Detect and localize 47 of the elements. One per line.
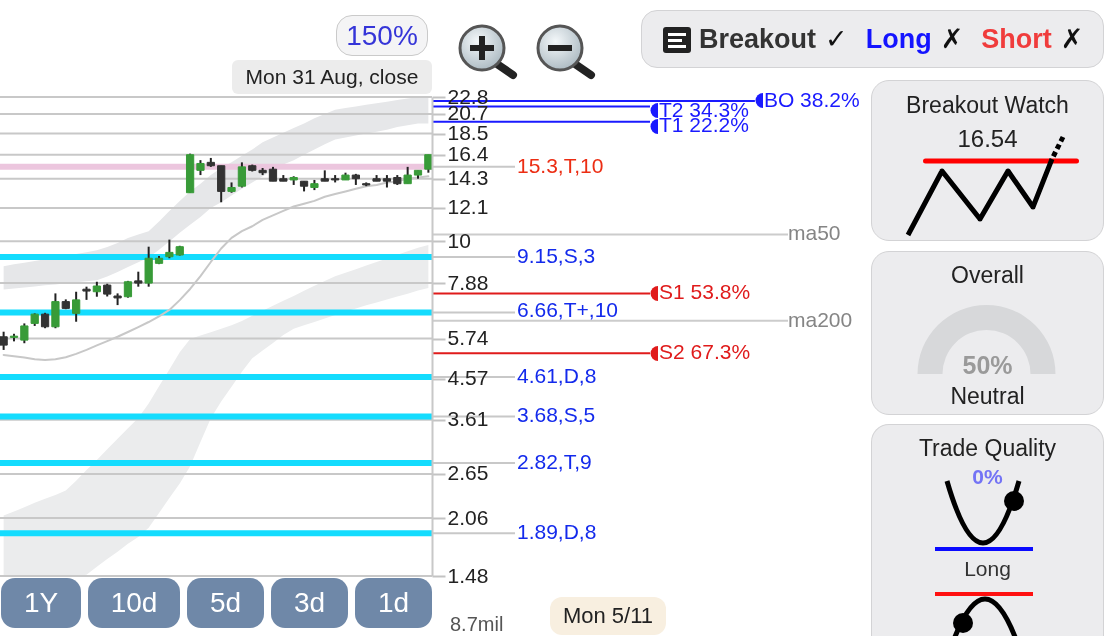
y-tick-label: 5.74 xyxy=(447,326,489,350)
text: Breakout xyxy=(699,23,817,55)
text: 0% xyxy=(972,464,1003,490)
period-button: 10d xyxy=(88,578,180,628)
text: Long xyxy=(865,23,932,55)
text: Long xyxy=(964,556,1011,582)
y-tick-label: 18.5 xyxy=(447,121,489,145)
ref-line-label: 6.66,T+,10 xyxy=(517,297,618,321)
y-tick-label: 3.61 xyxy=(447,407,489,431)
y-tick-label: 2.06 xyxy=(447,505,489,529)
ref-line-label: 3.68,S,5 xyxy=(517,403,596,427)
y-tick-label: 4.57 xyxy=(447,366,489,390)
text: ✗ xyxy=(940,23,964,55)
ref-line-label: 9.15,S,3 xyxy=(517,243,596,267)
text: Neutral xyxy=(950,383,1025,411)
text: Overall xyxy=(951,262,1024,290)
y-tick-label: 2.65 xyxy=(447,461,489,485)
y-tick-label: 14.3 xyxy=(447,166,489,190)
text: Mon 5/11 xyxy=(550,597,666,635)
y-tick-label: 7.88 xyxy=(447,270,489,294)
text: Short xyxy=(981,23,1052,55)
ref-line-label: ma50 xyxy=(788,221,841,245)
period-button: 3d xyxy=(271,578,348,628)
period-button: 1d xyxy=(355,578,432,628)
text: Mon 31 Aug, close xyxy=(232,60,432,94)
ref-line-label: 15.3,T,10 xyxy=(517,153,604,177)
text: 50% xyxy=(962,350,1013,380)
ref-line-label: 2.82,T,9 xyxy=(517,450,592,474)
ref-line-label: BO 38.2% xyxy=(763,87,860,111)
text: 150% xyxy=(336,15,428,56)
period-button: 1Y xyxy=(1,578,81,628)
y-tick-label: 10 xyxy=(447,228,471,252)
text: Trade Quality xyxy=(918,435,1057,463)
period-button: 5d xyxy=(187,578,264,628)
text: ✓ xyxy=(825,23,848,55)
ref-line-label: 1.89,D,8 xyxy=(517,520,597,544)
text: Breakout Watch xyxy=(906,92,1069,120)
ref-line-label: S2 67.3% xyxy=(659,340,751,364)
y-tick-label: 16.4 xyxy=(447,142,489,166)
ref-line-label: 4.61,D,8 xyxy=(517,363,597,387)
ref-line-label: ma200 xyxy=(788,307,853,331)
y-tick-label: 1.48 xyxy=(447,563,489,587)
text: ✗ xyxy=(1060,23,1084,55)
y-tick-label: 12.1 xyxy=(447,195,489,219)
text: 8.7mil xyxy=(450,612,505,635)
text: 16.54 xyxy=(957,124,1018,154)
ref-line-label: S1 53.8% xyxy=(659,280,751,304)
